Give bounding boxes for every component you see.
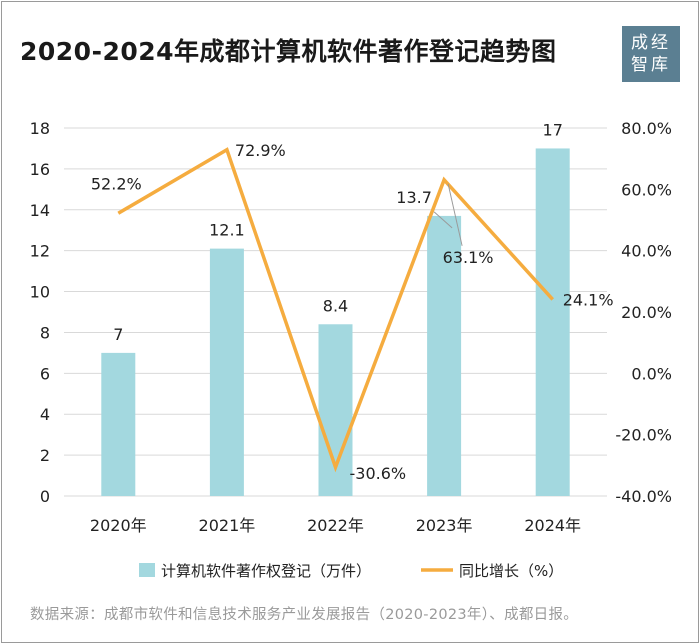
bar bbox=[209, 248, 244, 496]
bar-series bbox=[101, 148, 570, 496]
right-tick-label: 0.0% bbox=[631, 364, 672, 383]
left-tick-label: 12 bbox=[30, 242, 50, 261]
line-data-labels: 52.2% 72.9% -30.6% 63.1% 24.1% bbox=[91, 141, 614, 483]
bar bbox=[101, 352, 136, 496]
x-tick-label: 2022年 bbox=[307, 516, 364, 535]
logo-line-1: 成经 bbox=[631, 33, 671, 53]
line-value-label: 52.2% bbox=[91, 174, 142, 193]
bar-label-leader bbox=[433, 211, 453, 229]
brand-logo: 成经 智库 bbox=[622, 26, 680, 82]
left-tick-label: 0 bbox=[40, 487, 50, 506]
bar-value-label: 12.1 bbox=[209, 221, 245, 240]
left-tick-label: 10 bbox=[30, 283, 50, 302]
bar-value-label: 13.7 bbox=[396, 188, 432, 207]
line-value-label: 24.1% bbox=[563, 290, 614, 309]
combo-chart: 0 2 4 6 8 10 12 14 16 18 -40.0% -20.0% 0.0% 20.0% 40.… bbox=[30, 119, 672, 580]
left-tick-label: 2 bbox=[40, 446, 50, 465]
right-tick-label: 60.0% bbox=[621, 180, 672, 199]
x-tick-label: 2023年 bbox=[416, 516, 473, 535]
right-tick-label: -20.0% bbox=[615, 426, 672, 445]
source-note: 数据来源：成都市软件和信息技术服务产业发展报告（2020-2023年）、成都日报… bbox=[30, 607, 579, 623]
x-tick-label: 2020年 bbox=[90, 516, 147, 535]
right-tick-label: 20.0% bbox=[621, 303, 672, 322]
bar-value-label: 17 bbox=[543, 120, 563, 139]
bar-value-label: 8.4 bbox=[323, 296, 348, 315]
x-tick-label: 2021年 bbox=[199, 516, 256, 535]
left-tick-label: 18 bbox=[30, 119, 50, 138]
left-tick-label: 6 bbox=[40, 364, 50, 383]
left-axis-ticks: 0 2 4 6 8 10 12 14 16 18 bbox=[30, 119, 50, 506]
x-tick-label: 2024年 bbox=[524, 516, 581, 535]
line-value-label: 63.1% bbox=[443, 248, 494, 267]
right-tick-label: -40.0% bbox=[615, 487, 672, 506]
left-tick-label: 8 bbox=[40, 323, 50, 342]
line-value-label: -30.6% bbox=[350, 464, 407, 483]
bar bbox=[535, 148, 570, 496]
legend-bar-label: 计算机软件著作权登记（万件） bbox=[161, 562, 371, 580]
logo-line-2: 智库 bbox=[631, 55, 671, 75]
bar-value-label: 7 bbox=[113, 325, 123, 344]
x-axis-ticks: 2020年 2021年 2022年 2023年 2024年 bbox=[90, 516, 581, 535]
label-leader-lines bbox=[433, 183, 463, 246]
line-label-leader bbox=[447, 183, 463, 246]
right-tick-label: 80.0% bbox=[621, 119, 672, 138]
growth-line bbox=[117, 147, 554, 473]
line-value-label: 72.9% bbox=[235, 141, 286, 160]
left-tick-label: 14 bbox=[30, 201, 50, 220]
left-tick-label: 4 bbox=[40, 405, 50, 424]
bar-data-labels: 7 12.1 8.4 13.7 17 bbox=[113, 120, 563, 343]
chart-title: 2020-2024年成都计算机软件著作登记趋势图 bbox=[20, 37, 557, 66]
legend-line-label: 同比增长（%） bbox=[459, 562, 563, 580]
line-series bbox=[117, 147, 554, 473]
left-tick-label: 16 bbox=[30, 160, 50, 179]
right-axis-ticks: -40.0% -20.0% 0.0% 20.0% 40.0% 60.0% 80.0% bbox=[615, 119, 672, 506]
bar bbox=[427, 215, 462, 496]
right-tick-label: 40.0% bbox=[621, 242, 672, 261]
legend-bar-swatch bbox=[139, 563, 155, 577]
legend: 计算机软件著作权登记（万件） 同比增长（%） bbox=[139, 562, 563, 580]
